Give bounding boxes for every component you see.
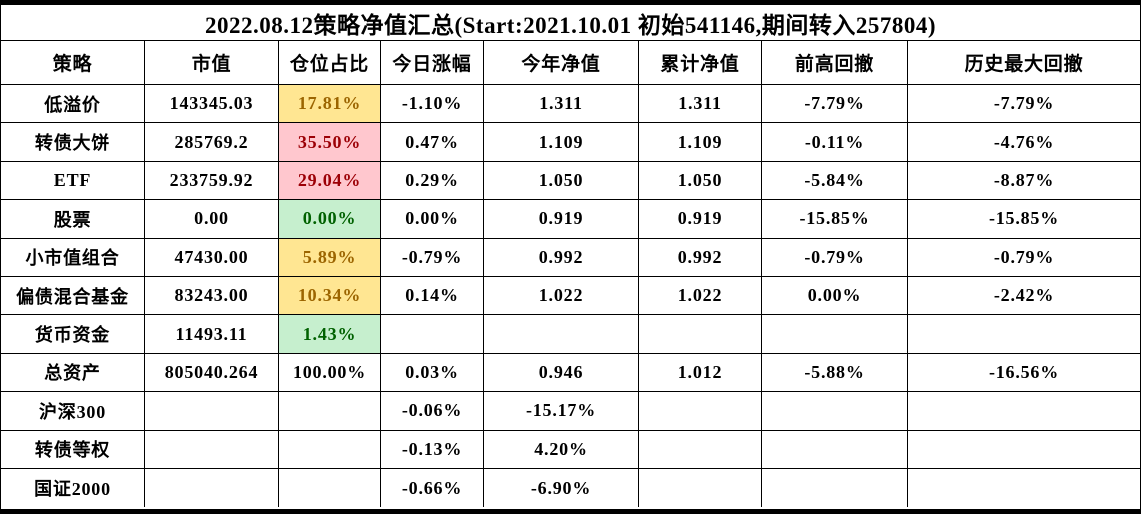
cell [762,468,908,508]
cell: 35.50% [279,123,381,162]
cell [484,315,639,354]
cell: -16.56% [908,354,1140,393]
cell: -1.10% [381,85,484,124]
cell [279,392,381,431]
cell: 285769.2 [145,123,279,162]
cell: 47430.00 [145,238,279,277]
cell [279,430,381,469]
cell: -0.11% [762,123,908,162]
cell: -2.42% [908,277,1140,316]
column-header: 前高回撤 [762,41,908,85]
cell [145,468,279,508]
cell: 29.04% [279,161,381,201]
cell: -15.85% [762,200,908,239]
cell [145,392,279,431]
table-grid: 策略 市值 仓位占比 今日涨幅 今年净值 累计净值 前高回撤 历史最大回撤低溢价 143345.… [1,41,1140,508]
row-label: 低溢价 [1,85,145,124]
cell: 1.050 [639,161,762,201]
cell: 1.311 [484,85,639,124]
cell [762,392,908,431]
cell: -15.17% [484,392,639,431]
cell: 83243.00 [145,276,279,316]
cell: -5.84% [762,161,908,201]
cell: 10.34% [279,276,381,316]
cell [908,431,1140,469]
cell: 0.919 [484,200,639,239]
cell: -0.13% [381,430,484,469]
cell: 143345.03 [145,85,279,124]
cell [145,430,279,469]
row-label: 偏债混合基金 [1,276,145,316]
cell: 1.050 [484,161,639,201]
cell: 0.992 [484,238,639,277]
cell: 17.81% [279,85,381,124]
cell: 11493.11 [145,315,279,354]
cell: -0.06% [381,392,484,431]
cell: -7.79% [762,85,908,124]
cell: 1.43% [279,315,381,354]
cell: 1.012 [639,353,762,393]
cell: 1.109 [639,123,762,162]
cell: 0.47% [381,123,484,162]
cell: 1.022 [639,276,762,316]
cell [639,430,762,469]
cell: 233759.92 [145,161,279,201]
cell: 0.919 [639,200,762,239]
cell: -0.79% [908,239,1140,277]
cell [381,315,484,354]
cell: 100.00% [279,353,381,393]
column-header: 仓位占比 [279,41,381,85]
cell: 1.311 [639,85,762,124]
cell: 0.03% [381,353,484,393]
cell: -4.76% [908,123,1140,162]
row-label: 沪深300 [1,392,145,431]
cell: -5.88% [762,353,908,393]
column-header: 今日涨幅 [381,41,484,85]
cell [908,315,1140,354]
cell [279,468,381,508]
row-label: 股票 [1,200,145,239]
cell: -8.87% [908,162,1140,201]
cell: -0.79% [381,238,484,277]
row-label: 转债等权 [1,430,145,469]
row-label: 货币资金 [1,315,145,354]
cell: -7.79% [908,85,1140,124]
cell: -0.66% [381,468,484,508]
cell [762,430,908,469]
cell: 5.89% [279,238,381,277]
cell: 0.00% [381,200,484,239]
cell [908,469,1140,507]
cell: 1.109 [484,123,639,162]
column-header: 今年净值 [484,41,639,85]
cell: 805040.264 [145,353,279,393]
row-label: 小市值组合 [1,238,145,277]
cell [762,315,908,354]
cell: -0.79% [762,238,908,277]
row-label: 总资产 [1,353,145,393]
column-header: 累计净值 [639,41,762,85]
cell: 0.946 [484,353,639,393]
row-label: ETF [1,161,145,201]
cell [639,392,762,431]
cell: 0.00 [145,200,279,239]
cell: 0.29% [381,161,484,201]
row-label: 国证2000 [1,468,145,508]
table-title: 2022.08.12策略净值汇总(Start:2021.10.01 初始5411… [1,5,1140,41]
cell: 0.992 [639,238,762,277]
cell: 0.14% [381,276,484,316]
cell [639,315,762,354]
cell [639,468,762,508]
cell [908,392,1140,431]
cell: 0.00% [762,276,908,316]
cell: 4.20% [484,430,639,469]
cell: 0.00% [279,200,381,239]
column-header: 策略 [1,41,145,85]
cell: -6.90% [484,468,639,508]
column-header: 市值 [145,41,279,85]
cell: 1.022 [484,276,639,316]
row-label: 转债大饼 [1,123,145,162]
cell: -15.85% [908,200,1140,239]
column-header: 历史最大回撤 [908,41,1140,85]
